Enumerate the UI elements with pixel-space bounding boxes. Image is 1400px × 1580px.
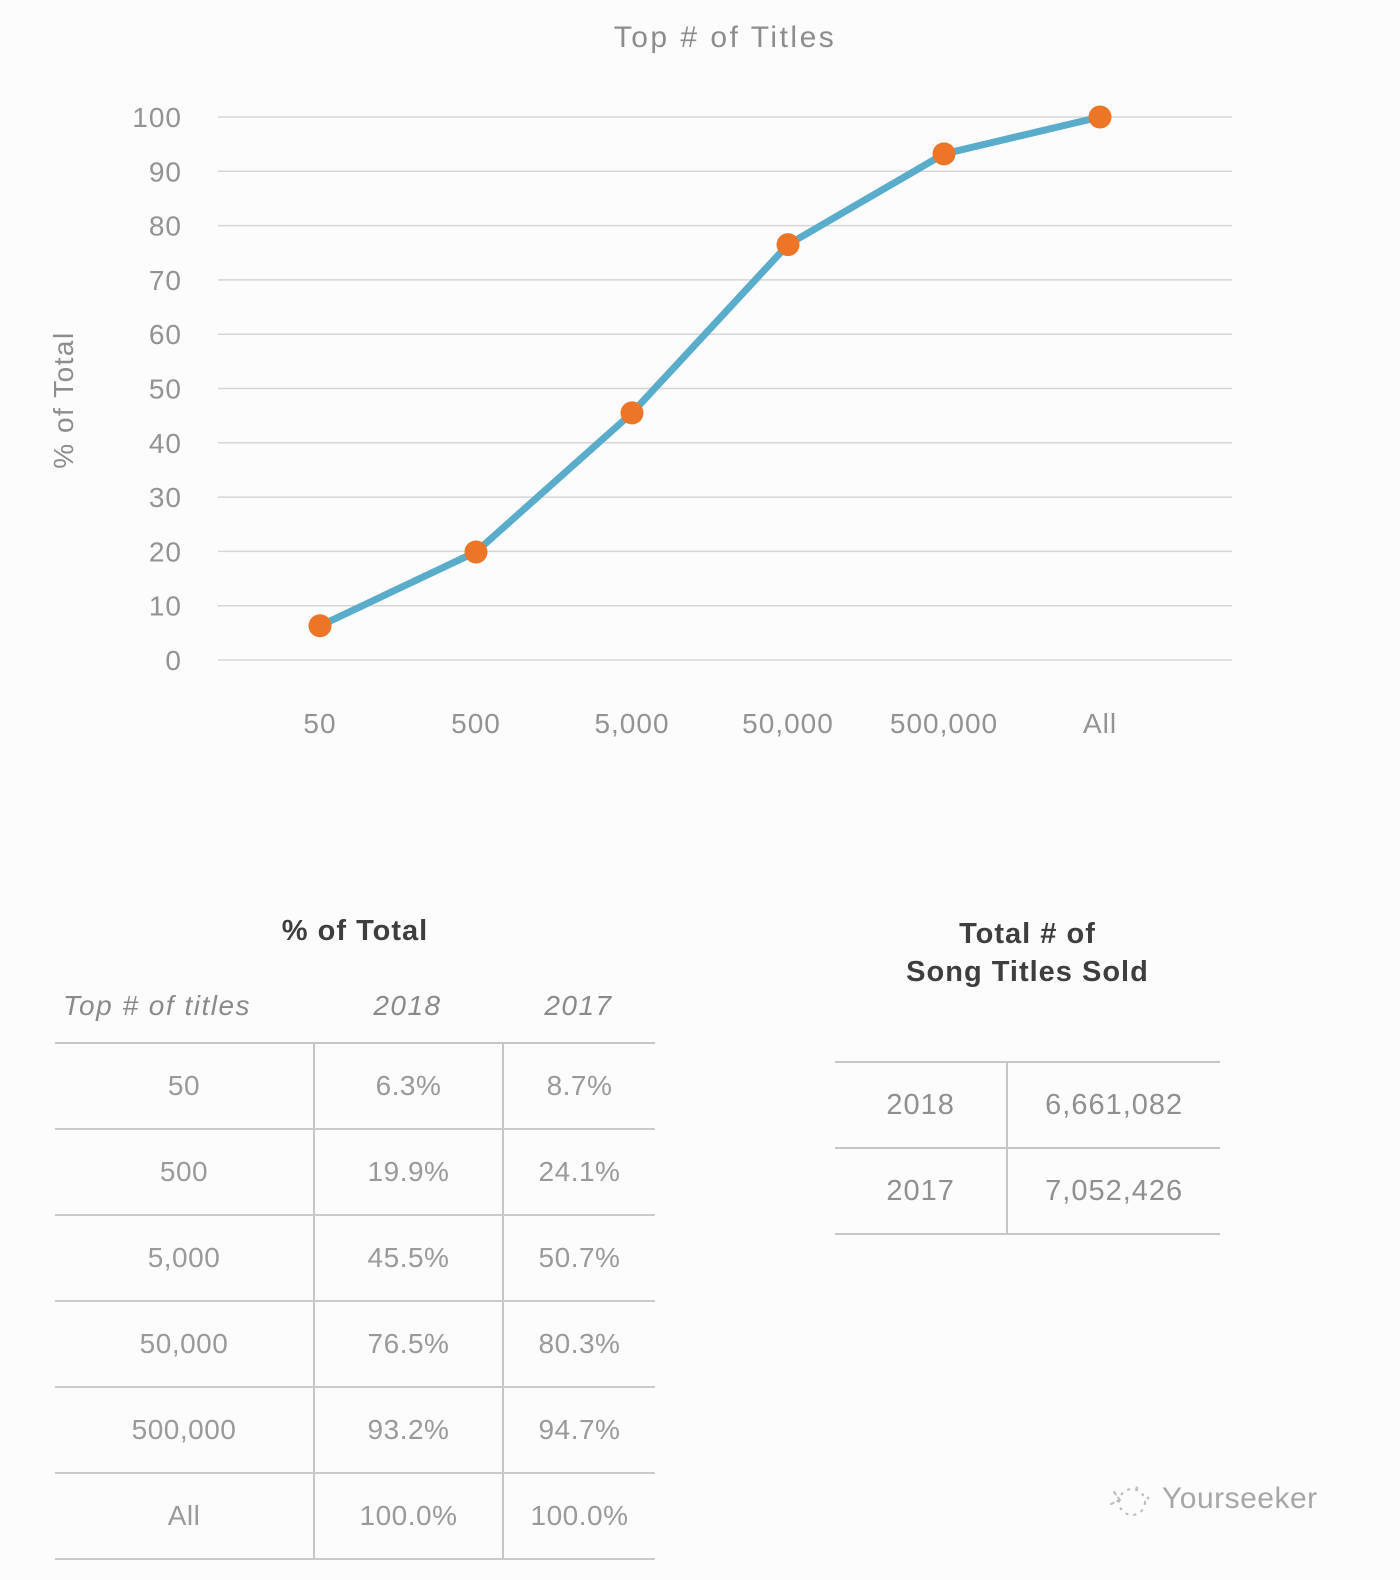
table-cell: 2017 (886, 1174, 955, 1207)
y-tick-label: 50 (149, 374, 182, 405)
chart-title: Top # of Titles (614, 21, 837, 54)
table-cell: 50,000 (139, 1328, 229, 1359)
table-cell: 6.3% (313, 1044, 502, 1128)
x-tick-label: 500 (451, 708, 501, 739)
table-header-row: Top # of titles 2018 2017 (55, 990, 655, 1044)
table-cell: 94.7% (502, 1388, 655, 1472)
table-row: 50,000 76.5% 80.3% (55, 1302, 655, 1388)
table-cell: 19.9% (313, 1130, 502, 1214)
table-cell: 45.5% (313, 1216, 502, 1300)
watermark-label: Yourseeker (1162, 1482, 1318, 1515)
series-line-2018 (316, 113, 1104, 630)
data-point (620, 401, 644, 425)
x-tick-label: All (1083, 708, 1117, 739)
x-tick-label: 5,000 (594, 708, 669, 739)
x-tick-label: 50,000 (742, 708, 834, 739)
table-cell: 50.7% (502, 1216, 655, 1300)
table-title: Total # of Song Titles Sold (835, 915, 1220, 991)
table-title-line1: Total # of (959, 918, 1096, 950)
data-point (464, 540, 488, 564)
y-tick-label: 80 (149, 211, 182, 242)
table-cell: 50 (167, 1070, 201, 1101)
table-cell: 7,052,426 (1006, 1149, 1220, 1233)
table-body: 50 6.3% 8.7% 500 19.9% 24.1% 5,000 45.5% 50.7% 50… (55, 1044, 655, 1560)
titles-sold-table: Total # of Song Titles Sold 2018 6,661,08… (835, 915, 1220, 1235)
table-cell: 100.0% (313, 1474, 502, 1558)
table-cell: 2018 (886, 1088, 955, 1121)
table-title: % of Total (281, 915, 429, 947)
data-point (1088, 105, 1112, 129)
y-tick-label: 40 (149, 428, 182, 459)
column-header: 2017 (544, 990, 613, 1021)
table-row: All 100.0% 100.0% (55, 1474, 655, 1560)
table-row: 500 19.9% 24.1% (55, 1130, 655, 1216)
y-tick-label: 10 (149, 591, 182, 622)
y-tick-label: 60 (149, 319, 182, 350)
pct-of-total-table: % of Total Top # of titles 2018 2017 50 6.3… (55, 915, 655, 1560)
table-cell: 8.7% (502, 1044, 655, 1128)
watermark: Yourseeker (1106, 1478, 1318, 1520)
table-title-line2: Song Titles Sold (906, 956, 1149, 988)
x-tick-label: 50 (303, 708, 336, 739)
line-chart: 0 10 20 30 40 50 60 70 80 90 100 50 500 5,000 50,000 50… (48, 21, 1232, 739)
y-tick-label: 70 (149, 265, 182, 296)
table-cell: 24.1% (502, 1130, 655, 1214)
table-row: 5,000 45.5% 50.7% (55, 1216, 655, 1302)
table-cell: 100.0% (502, 1474, 655, 1558)
table-body: 2018 6,661,082 2017 7,052,426 (835, 1061, 1220, 1235)
table-cell: 5,000 (147, 1242, 221, 1273)
table-row: 50 6.3% 8.7% (55, 1044, 655, 1130)
table-cell: 80.3% (502, 1302, 655, 1386)
y-tick-label: 20 (149, 536, 182, 567)
y-tick-label: 100 (132, 102, 182, 133)
data-point (776, 233, 800, 257)
table-cell: 500,000 (131, 1414, 237, 1445)
x-tick-label: 500,000 (890, 708, 998, 739)
y-tick-label: 30 (149, 482, 182, 513)
data-point (308, 614, 332, 638)
column-header: Top # of titles (63, 990, 252, 1021)
table-row: 2018 6,661,082 (835, 1063, 1220, 1149)
table-cell: All (167, 1500, 201, 1531)
table-cell: 76.5% (313, 1302, 502, 1386)
table-cell: 6,661,082 (1006, 1063, 1220, 1147)
y-axis-label: % of Total (48, 331, 79, 468)
table-cell: 500 (159, 1156, 209, 1187)
column-header: 2018 (373, 990, 442, 1021)
table-cell: 93.2% (313, 1388, 502, 1472)
table-row: 2017 7,052,426 (835, 1149, 1220, 1235)
data-point (932, 142, 956, 166)
chart-canvas: 0 10 20 30 40 50 60 70 80 90 100 50 500 5,000 50,000 50… (48, 21, 1232, 739)
y-tick-label: 90 (149, 156, 182, 187)
table-row: 500,000 93.2% 94.7% (55, 1388, 655, 1474)
y-tick-label: 0 (165, 645, 182, 676)
yourseeker-logo-icon (1110, 1486, 1150, 1516)
